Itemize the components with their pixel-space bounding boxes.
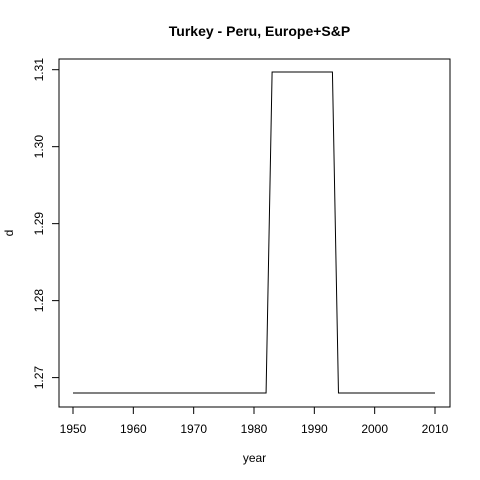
y-tick-label: 1.31 (32, 58, 46, 82)
y-tick-label: 1.28 (32, 289, 46, 313)
x-tick-label: 1990 (301, 422, 328, 436)
y-tick-label: 1.29 (32, 212, 46, 236)
y-tick-label: 1.30 (32, 135, 46, 159)
y-axis: 1.27 1.28 1.29 1.30 1.31 (32, 58, 60, 390)
x-axis: 1950 1960 1970 1980 1990 2000 2010 (60, 406, 449, 436)
x-tick-label: 2000 (361, 422, 388, 436)
y-tick-label: 1.27 (32, 366, 46, 390)
x-axis-title: year (243, 451, 266, 465)
x-tick-label: 2010 (422, 422, 449, 436)
x-tick-label: 1960 (120, 422, 147, 436)
x-tick-label: 1950 (60, 422, 87, 436)
series-line (73, 71, 435, 394)
plot-frame (58, 58, 451, 408)
x-tick-label: 1970 (180, 422, 207, 436)
x-tick-label: 1980 (241, 422, 268, 436)
chart-title: Turkey - Peru, Europe+S&P (169, 23, 350, 39)
y-axis-title: d (2, 230, 16, 237)
